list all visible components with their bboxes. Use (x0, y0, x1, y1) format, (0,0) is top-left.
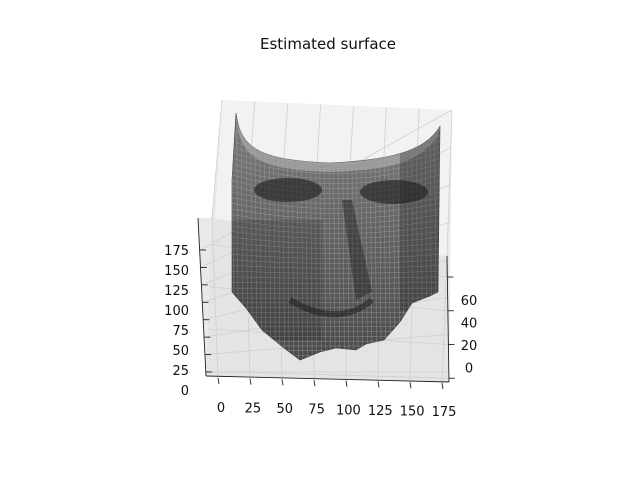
mesh-line-horizontal (232, 196, 440, 209)
z-tick-label: 175 (164, 244, 189, 259)
y-tick-label: 20 (461, 339, 478, 354)
mesh-line-horizontal (232, 173, 440, 189)
z-tick-label: 150 (164, 264, 189, 279)
mesh-line-horizontal (232, 219, 440, 229)
y-tick-label: 0 (465, 361, 473, 376)
mesh-line-vertical (259, 113, 262, 360)
x-grid-line-back (446, 109, 453, 257)
mesh-line-horizontal (232, 225, 440, 234)
mesh-line-horizontal (232, 208, 440, 219)
z-tick-label: 25 (172, 364, 189, 379)
x-tick-label: 0 (217, 401, 225, 416)
mesh-line-horizontal (232, 282, 440, 284)
x-tick-mark (313, 380, 316, 387)
x-tick-label: 25 (245, 402, 262, 417)
z-ticks: 0 25 50 75 100 125 150 175 (164, 244, 212, 399)
mesh-line-horizontal (232, 156, 440, 174)
mesh-line-horizontal (232, 162, 440, 179)
surface-top-rim (236, 113, 440, 172)
x-tick-mark (377, 381, 380, 388)
x-grid-line-back (211, 99, 223, 219)
x-ticks: 0 25 50 75 100 125 150 175 (217, 377, 457, 420)
mesh-line-horizontal (232, 276, 440, 279)
surface-shading (232, 130, 440, 340)
z-tick-label: 125 (164, 284, 189, 299)
z-tick-label: 75 (172, 324, 189, 339)
mesh-line-horizontal (232, 242, 440, 249)
x-tick-mark (249, 378, 252, 385)
right-side-shade (400, 130, 440, 310)
z-axis-line (197, 217, 207, 377)
x-tick-label: 100 (336, 403, 361, 418)
chart-title: Estimated surface (260, 35, 396, 53)
x-tick-label: 75 (308, 403, 325, 418)
y-tick-label: 60 (461, 294, 478, 309)
mesh-line-horizontal (232, 230, 440, 239)
mesh-line-horizontal (232, 151, 440, 169)
mesh-line-horizontal (232, 213, 440, 224)
axis-lines (197, 217, 450, 383)
mesh-line-horizontal (232, 168, 440, 184)
y-grid-line (206, 370, 449, 379)
mesh-line-horizontal (232, 270, 440, 274)
x-tick-label: 150 (400, 404, 425, 419)
mouth-shadow (288, 297, 374, 318)
x-tick-label: 175 (432, 405, 457, 420)
nose-shadow (342, 200, 372, 300)
x-tick-mark (281, 379, 284, 386)
mesh-line-vertical (438, 113, 440, 360)
x-tick-mark (217, 377, 220, 385)
x-tick-label: 50 (276, 402, 293, 417)
z-tick-label: 100 (164, 304, 189, 319)
z-tick-label: 0 (181, 384, 189, 399)
left-pane (198, 100, 222, 376)
x-tick-mark (409, 382, 412, 389)
mesh-line-horizontal (232, 253, 440, 259)
z-tick-label: 50 (172, 344, 189, 359)
mesh-line-vertical (254, 113, 258, 360)
x-tick-mark (345, 380, 348, 387)
right-eye-shadow (360, 180, 428, 204)
mesh-line-horizontal (232, 265, 440, 269)
x-axis-line (205, 375, 450, 383)
left-eye-shadow (254, 178, 322, 202)
mesh-line-horizontal (232, 145, 440, 164)
y-ticks: 0 20 40 60 (447, 276, 478, 379)
y-axis-line (446, 255, 450, 383)
mesh-line-horizontal (232, 236, 440, 244)
x-tick-mark (441, 382, 444, 390)
y-tick-label: 40 (461, 317, 478, 332)
mesh-line-horizontal (232, 202, 440, 214)
mesh-line-horizontal (232, 259, 440, 264)
x-tick-label: 125 (368, 404, 393, 419)
mesh-line-horizontal (232, 248, 440, 254)
